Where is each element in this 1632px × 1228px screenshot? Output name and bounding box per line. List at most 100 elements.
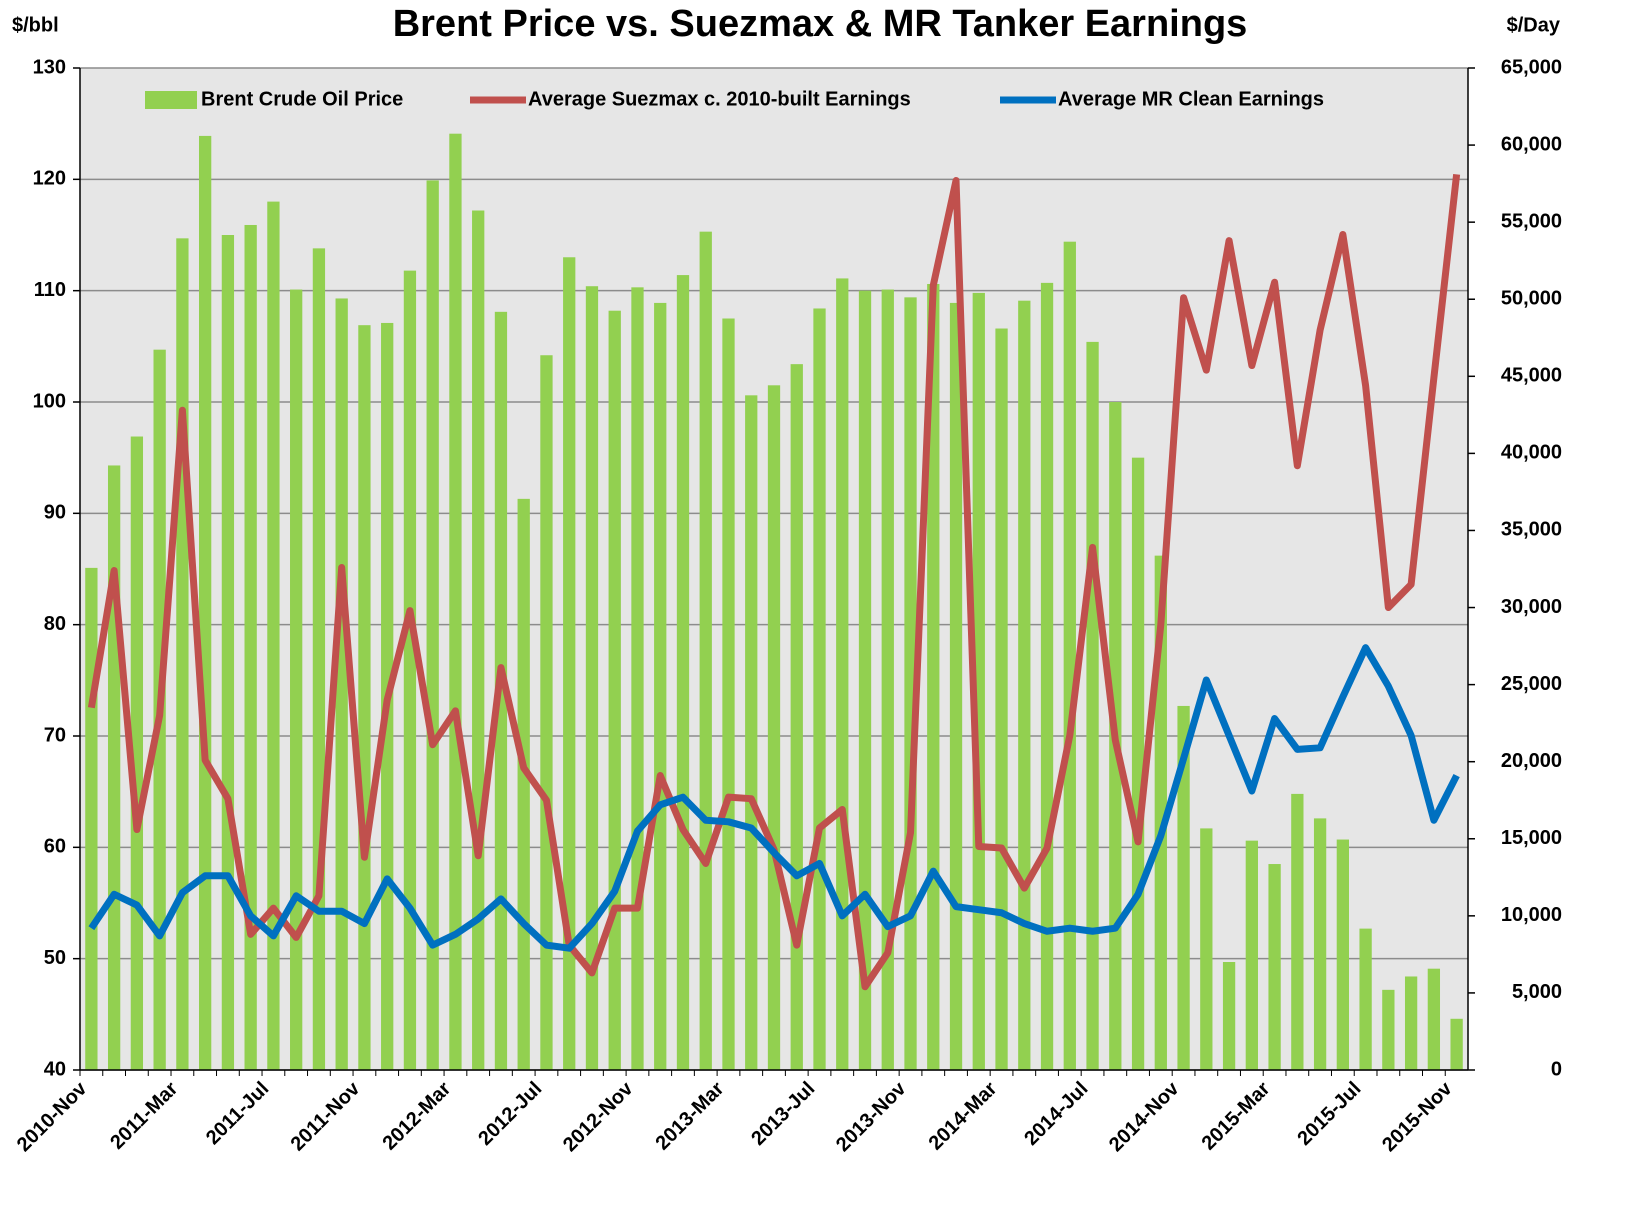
- bar: [745, 395, 758, 1070]
- bar: [813, 308, 826, 1071]
- y2-tick-label: 60,000: [1501, 133, 1562, 155]
- x-tick-label: 2014-Mar: [925, 1078, 1002, 1155]
- bar: [836, 278, 849, 1070]
- y2-tick-label: 50,000: [1501, 288, 1562, 310]
- bar: [995, 328, 1008, 1070]
- bar: [1177, 705, 1190, 1070]
- x-tick-label: 2014-Nov: [1105, 1077, 1184, 1156]
- y2-tick-label: 15,000: [1501, 827, 1562, 849]
- line: [88, 644, 1460, 952]
- bar: [563, 257, 576, 1070]
- x-tick-label: 2011-Jul: [202, 1078, 273, 1149]
- bar: [267, 201, 280, 1071]
- x-tick-label: 2011-Nov: [287, 1077, 365, 1155]
- y2-tick-label: 20,000: [1501, 750, 1562, 772]
- y2-axis-label: $/Day: [1507, 14, 1561, 36]
- y-tick-label: 90: [44, 502, 66, 524]
- y-tick-label: 120: [33, 168, 66, 190]
- bar: [312, 248, 326, 1071]
- bar: [1336, 839, 1349, 1070]
- bar: [972, 292, 985, 1071]
- bar: [1040, 282, 1054, 1071]
- bar: [1404, 976, 1418, 1070]
- y-tick-label: 100: [33, 390, 66, 412]
- x-tick-label: 2012-Jul: [474, 1078, 546, 1150]
- bar: [472, 210, 485, 1071]
- y2-tick-label: 45,000: [1501, 365, 1562, 387]
- y-tick-label: 80: [44, 613, 66, 635]
- bar: [1131, 457, 1145, 1071]
- legend-label: Average Suezmax c. 2010-built Earnings: [528, 88, 911, 110]
- bar: [1018, 300, 1031, 1071]
- y2-tick-label: 0: [1551, 1058, 1562, 1080]
- x-tick-label: 2012-Nov: [559, 1077, 638, 1156]
- bar: [1359, 928, 1372, 1070]
- x-tick-label: 2011-Mar: [106, 1078, 182, 1154]
- bar: [585, 286, 599, 1070]
- bar: [608, 310, 621, 1070]
- bar: [1450, 1018, 1463, 1070]
- bar: [1245, 840, 1258, 1070]
- bar: [517, 498, 530, 1070]
- bar: [358, 325, 371, 1070]
- y-tick-label: 60: [44, 836, 66, 858]
- y-tick-label: 50: [44, 947, 66, 969]
- x-tick-label: 2013-Mar: [652, 1078, 729, 1155]
- y2-tick-label: 5,000: [1512, 981, 1562, 1003]
- x-tick-label: 2015-Mar: [1198, 1078, 1275, 1155]
- y2-tick-label: 30,000: [1501, 596, 1562, 618]
- legend-swatch: [145, 91, 197, 109]
- y-tick-label: 70: [44, 724, 66, 746]
- bar: [904, 297, 917, 1070]
- y2-tick-label: 35,000: [1501, 519, 1562, 541]
- chart-title: Brent Price vs. Suezmax & MR Tanker Earn…: [393, 3, 1248, 45]
- y2-tick-label: 40,000: [1501, 442, 1562, 464]
- y2-tick-label: 55,000: [1501, 210, 1562, 232]
- x-tick-label: 2014-Jul: [1020, 1078, 1092, 1150]
- y2-tick-label: 10,000: [1501, 904, 1562, 926]
- bar: [858, 290, 872, 1071]
- bar: [1268, 864, 1281, 1070]
- legend-label: Average MR Clean Earnings: [1058, 88, 1324, 110]
- y-axis-label: $/bbl: [12, 14, 59, 36]
- bar: [85, 567, 98, 1070]
- bar: [335, 298, 348, 1071]
- legend-label: Brent Crude Oil Price: [201, 88, 403, 110]
- bar: [1427, 968, 1441, 1070]
- bar: [449, 133, 462, 1071]
- bar: [881, 289, 894, 1070]
- bar: [767, 385, 781, 1070]
- x-tick-label: 2012-Mar: [378, 1078, 455, 1155]
- x-tick-label: 2013-Jul: [747, 1078, 819, 1150]
- x-tick-label: 2015-Jul: [1293, 1078, 1365, 1150]
- bar: [1382, 989, 1395, 1070]
- bar: [244, 224, 257, 1071]
- bar: [426, 180, 439, 1071]
- bar: [1222, 962, 1236, 1070]
- x-tick-label: 2010-Nov: [13, 1077, 92, 1156]
- bar: [722, 318, 735, 1070]
- bar: [949, 302, 963, 1070]
- y-tick-label: 40: [44, 1058, 66, 1080]
- x-tick-label: 2013-Nov: [832, 1077, 911, 1156]
- bar: [1086, 341, 1099, 1070]
- bar: [290, 289, 303, 1070]
- bar: [699, 231, 712, 1070]
- bar: [176, 238, 189, 1071]
- bar: [403, 270, 417, 1070]
- bar: [221, 235, 235, 1070]
- y2-tick-label: 65,000: [1501, 56, 1562, 78]
- x-tick-label: 2015-Nov: [1378, 1077, 1457, 1156]
- bar: [540, 355, 553, 1070]
- bar: [199, 135, 212, 1070]
- bar: [676, 275, 690, 1071]
- bar: [654, 302, 667, 1070]
- y-tick-label: 110: [34, 279, 66, 301]
- bar: [631, 287, 644, 1070]
- bar: [1063, 241, 1076, 1070]
- bar: [790, 364, 803, 1070]
- bar: [1200, 828, 1213, 1070]
- bar: [1291, 793, 1304, 1070]
- bar: [1313, 818, 1327, 1070]
